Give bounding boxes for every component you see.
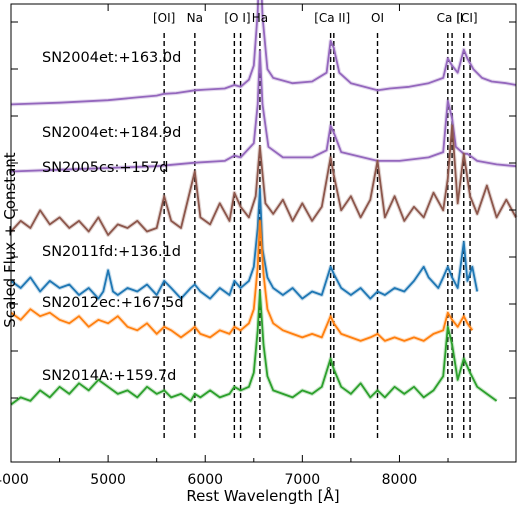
line-marker-label-2: [O I] bbox=[224, 11, 250, 25]
x-tick-label-3: 7000 bbox=[285, 472, 321, 488]
series-label-5: SN2014A:+159.7d bbox=[42, 368, 176, 384]
series-band-4 bbox=[9, 218, 474, 343]
series-label-2: SN2005cs:+157d bbox=[42, 160, 168, 176]
line-markers bbox=[163, 33, 471, 440]
line-marker-labels: [OI] Na [O I] Ha [Ca II] OI Ca II[CI] bbox=[153, 11, 478, 25]
series-line-4 bbox=[10, 220, 474, 342]
series-line-1 bbox=[10, 50, 517, 173]
axis-ticks: 4000 5000 6000 7000 8000 bbox=[0, 4, 516, 488]
series-line-3 bbox=[10, 188, 479, 300]
line-marker-label-4: [Ca II] bbox=[314, 11, 350, 25]
line-marker-label-5: OI bbox=[371, 11, 384, 25]
plot-frame bbox=[10, 3, 517, 463]
x-tick-label-0: 4000 bbox=[0, 472, 29, 488]
series-line-0 bbox=[10, 0, 517, 106]
line-marker-label-7: [CI] bbox=[456, 11, 477, 25]
x-tick-label-4: 8000 bbox=[382, 472, 418, 488]
x-axis-title: Rest Wavelength [Å] bbox=[186, 486, 339, 505]
series-label-4: SN2012ec:+167.5d bbox=[42, 295, 184, 311]
series-label-3: SN2011fd:+136.1d bbox=[42, 244, 181, 260]
line-marker-label-3: Ha bbox=[252, 11, 268, 25]
spectrum-labels: SN2004et:+163.0d SN2004et:+184.9d SN2005cs… bbox=[42, 50, 184, 384]
line-marker-label-1: Na bbox=[187, 11, 203, 25]
x-tick-label-1: 5000 bbox=[90, 472, 126, 488]
spectra-series bbox=[9, 0, 518, 407]
line-marker-label-6: Ca II bbox=[437, 11, 464, 25]
series-line-2 bbox=[10, 124, 517, 236]
line-marker-label-0: [OI] bbox=[153, 11, 175, 25]
series-label-0: SN2004et:+163.0d bbox=[42, 50, 181, 66]
y-axis-title: Scaled Flux + Constant bbox=[1, 152, 19, 327]
series-line-5 bbox=[10, 290, 498, 406]
x-tick-label-2: 6000 bbox=[187, 472, 223, 488]
series-label-1: SN2004et:+184.9d bbox=[42, 125, 181, 141]
